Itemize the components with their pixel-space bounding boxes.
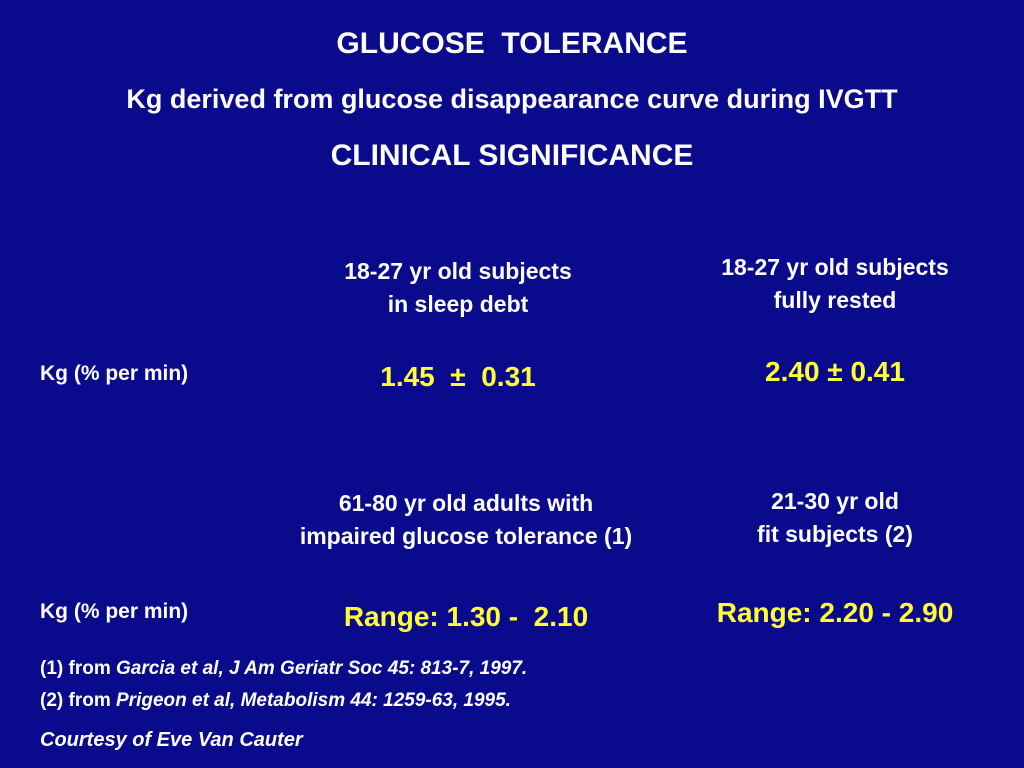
reference-citation: Prigeon et al, Metabolism 44: 1259-63, 1…	[116, 690, 511, 711]
reference-prefix: (2) from	[40, 690, 116, 711]
column-header-line: 61-80 yr old adults with	[338, 490, 594, 516]
column-header-line: 18-27 yr old subjects	[721, 254, 949, 280]
fully-rested-kg-value: 2.40 ± 0.41	[765, 356, 905, 387]
slide-heading: CLINICAL SIGNIFICANCE	[330, 139, 694, 172]
slide-title: GLUCOSE TOLERANCE	[336, 27, 688, 60]
column-header-line: in sleep debt	[387, 291, 529, 317]
reference-2: (2) from Prigeon et al, Metabolism 44: 1…	[40, 686, 511, 716]
fit-subjects-column-header: 21-30 yr old fit subjects (2)	[655, 485, 1015, 551]
column-header-line: fully rested	[773, 287, 897, 313]
row-label-kg-bottom: Kg (% per min)	[40, 600, 189, 623]
impaired-tolerance-range: Range: 1.30 - 2.10	[343, 601, 589, 632]
sleep-debt-kg-value: 1.45 ± 0.31	[380, 361, 536, 392]
fit-subjects-range: Range: 2.20 - 2.90	[716, 597, 954, 628]
impaired-tolerance-column-header: 61-80 yr old adults with impaired glucos…	[228, 487, 704, 553]
courtesy-credit: Courtesy of Eve Van Cauter	[40, 729, 303, 751]
reference-prefix: (1) from	[40, 658, 116, 679]
reference-citation: Garcia et al, J Am Geriatr Soc 45: 813-7…	[116, 658, 528, 679]
column-header-line: impaired glucose tolerance (1)	[299, 523, 633, 549]
sleep-debt-column-header: 18-27 yr old subjects in sleep debt	[278, 255, 638, 321]
column-header-line: fit subjects (2)	[757, 521, 913, 547]
reference-1: (1) from Garcia et al, J Am Geriatr Soc …	[40, 654, 527, 684]
fully-rested-column-header: 18-27 yr old subjects fully rested	[655, 251, 1015, 317]
row-label-kg-top: Kg (% per min)	[40, 362, 189, 385]
column-header-line: 18-27 yr old subjects	[344, 258, 572, 284]
column-header-line: 21-30 yr old	[771, 488, 899, 514]
slide-subtitle: Kg derived from glucose disappearance cu…	[126, 84, 898, 114]
